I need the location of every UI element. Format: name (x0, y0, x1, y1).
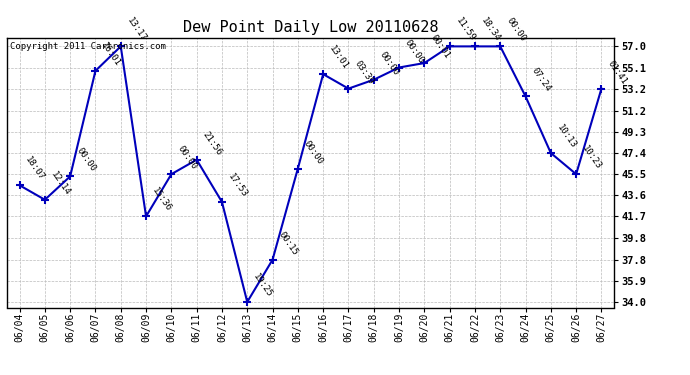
Text: 00:00: 00:00 (175, 144, 198, 171)
Text: 13:01: 13:01 (327, 44, 350, 71)
Text: 00:01: 00:01 (428, 33, 451, 60)
Text: 01:41: 01:41 (606, 58, 629, 86)
Text: 21:56: 21:56 (201, 130, 224, 157)
Text: Copyright 2011 Cartronics.com: Copyright 2011 Cartronics.com (10, 42, 166, 51)
Text: 07:24: 07:24 (530, 66, 553, 94)
Text: 19:25: 19:25 (251, 272, 274, 299)
Text: 12:14: 12:14 (49, 170, 72, 197)
Text: 00:00: 00:00 (403, 38, 426, 65)
Text: 10:23: 10:23 (580, 144, 603, 171)
Text: 00:15: 00:15 (277, 230, 299, 257)
Text: 10:13: 10:13 (555, 123, 578, 150)
Text: 13:17: 13:17 (125, 16, 148, 44)
Text: 18:34: 18:34 (479, 16, 502, 44)
Text: 17:53: 17:53 (226, 172, 249, 199)
Text: 11:59: 11:59 (454, 16, 477, 44)
Text: 00:00: 00:00 (75, 146, 97, 174)
Text: 15:36: 15:36 (150, 186, 173, 214)
Text: 16:01: 16:01 (99, 41, 122, 68)
Text: 03:39: 03:39 (353, 58, 375, 86)
Title: Dew Point Daily Low 20110628: Dew Point Daily Low 20110628 (183, 20, 438, 35)
Text: 00:00: 00:00 (504, 16, 527, 44)
Text: 00:00: 00:00 (378, 50, 401, 77)
Text: 18:07: 18:07 (23, 155, 46, 183)
Text: 00:00: 00:00 (302, 139, 325, 166)
